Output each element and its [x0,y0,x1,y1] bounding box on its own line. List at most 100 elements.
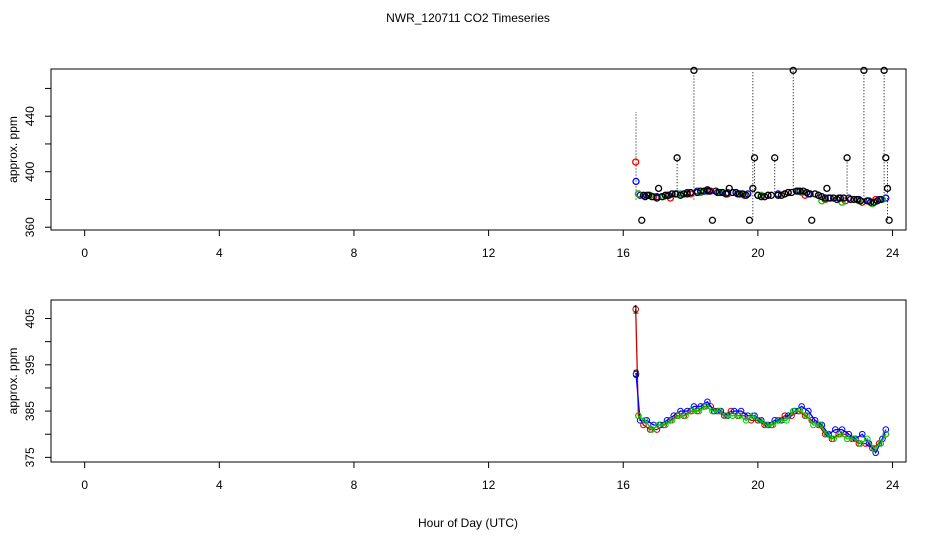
bottom-panel: 0 4 8 12 16 20 24 375 385 395 405 approx. ppm 1 3 [6,299,907,492]
data-point-black-dense [774,191,782,199]
data-point-black-dense [833,195,841,204]
data-point-black [673,154,681,162]
y-tick-label: 375 [23,447,37,467]
data-point-black-dense [668,190,676,198]
data-point-black-dense [867,198,875,206]
data-point-black-dense [703,186,712,194]
series-point-2 [796,407,804,415]
data-point-black [750,154,759,162]
data-point-black-dense [777,191,786,199]
series-point-2 [688,407,696,415]
data-point-black-dense [767,191,776,199]
series-point-2 [695,407,703,415]
data-point-black-dense [735,190,744,198]
data-point-black [708,216,717,224]
series-point-2 [763,421,770,429]
data-point-black-dense [792,187,801,195]
data-point-black [808,216,816,224]
data-point-black-dense [658,193,666,201]
data-point-blue [632,177,640,186]
data-point-red [632,158,640,166]
data-point-black-dense [799,187,807,195]
x-tick-label: 16 [617,478,631,492]
data-point-black [860,66,868,75]
series-point-3 [832,426,839,433]
data-point-black-dense [840,194,848,202]
data-point-black-dense [803,188,811,197]
series-point-2 [769,421,777,429]
x-tick-label: 4 [216,246,223,260]
data-point-black-dense [818,193,826,201]
point-label: 1 [632,302,639,316]
y-tick-label: 395 [23,354,37,374]
data-point-black-dense [676,191,685,199]
series-point-2 [709,407,716,415]
y-tick-label: 405 [23,308,37,328]
data-point-black-dense [754,191,762,199]
data-point-black-dense [661,191,669,199]
data-point-black [654,184,663,193]
data-point-black-dense [732,188,740,197]
data-point-black-dense [700,187,708,195]
series-point-2 [736,412,743,420]
series-point-2 [810,421,817,429]
data-point-black [882,154,890,162]
data-point-black-dense [757,193,765,201]
series-point-2 [749,412,757,420]
series-point-3 [632,370,640,378]
series-point-2 [789,407,797,415]
series-point-2 [837,430,844,438]
data-point-black-dense [715,188,723,197]
x-tick-label: 20 [751,478,765,492]
data-point-black-dense [821,194,829,202]
data-point-black-dense [856,197,865,205]
data-point-black-dense [870,198,878,206]
y-axis-label: approx. ppm [6,116,20,183]
data-point-black-dense [639,191,648,199]
series-point-2 [648,426,656,433]
data-point-black-dense [806,190,814,198]
series-point-2 [715,407,723,415]
data-point-black-dense [686,188,695,197]
series-point-2 [675,412,683,420]
data-point-black-dense [796,187,804,195]
data-point-black [885,216,893,224]
data-point-black-dense [863,197,871,205]
data-point-black [745,216,754,224]
data-point-black-dense [846,195,855,204]
data-point-black [644,191,653,199]
data-point-black-dense [853,195,861,204]
data-point-black [771,154,779,162]
data-point-black-dense [680,190,688,198]
data-point-black-dense [814,191,823,199]
y-tick-label: 400 [23,161,37,181]
data-point-black-dense [826,194,834,202]
series-point-2 [635,412,642,420]
x-tick-label: 24 [886,478,900,492]
series-point-2 [803,412,810,420]
series-point-2 [783,417,790,424]
data-point-black-dense [764,191,772,199]
series-point-2 [870,444,878,452]
data-point-black-dense [641,193,649,201]
y-tick-label: 360 [23,217,37,237]
series-point-2 [668,417,676,424]
data-point-black-dense [728,188,737,197]
data-point-black-dense [665,191,673,199]
data-point-black-dense [784,188,792,197]
series-point-2 [742,417,750,424]
plot-frame [50,68,907,231]
x-tick-label: 12 [482,246,496,260]
x-axis-label: Hour of Day (UTC) [418,516,518,530]
y-tick-label: 385 [23,401,37,421]
series-point-2 [882,430,890,438]
series-point-2 [662,421,669,429]
data-point-black-dense [693,188,701,197]
figure-title: NWR_120711 CO2 Timeseries [386,11,550,25]
data-point-black-dense [836,194,845,202]
data-point-black [789,66,797,75]
plot-frame [50,299,907,463]
x-tick-label: 0 [81,246,88,260]
